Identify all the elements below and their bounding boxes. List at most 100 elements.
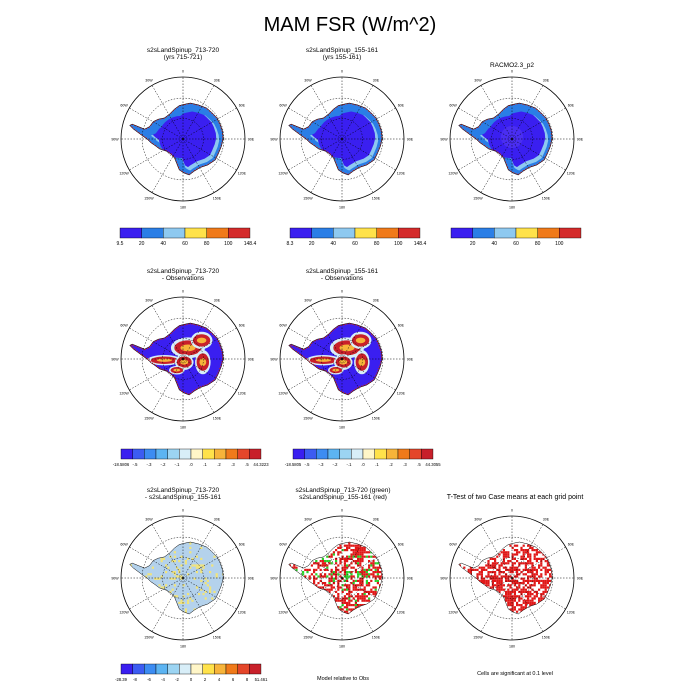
grid-cell — [343, 544, 346, 547]
grid-cell — [500, 588, 503, 591]
grid-cell — [524, 584, 527, 587]
grid-cell — [335, 557, 338, 560]
grid-cell — [368, 555, 371, 558]
grid-cell — [487, 564, 490, 567]
grid-cell — [315, 577, 318, 580]
grid-cell — [359, 546, 362, 549]
grid-cell — [354, 549, 357, 552]
grid-cell — [348, 601, 351, 604]
colorbar-tick-label: 100 — [224, 241, 233, 247]
grid-cell — [467, 568, 470, 571]
grid-cell — [332, 586, 335, 589]
grid-cell — [165, 571, 168, 574]
colorbar-swatch — [515, 227, 538, 239]
grid-cell — [158, 577, 161, 580]
lon-label: 150W — [144, 416, 154, 420]
grid-cell — [306, 571, 309, 574]
grid-cell — [527, 544, 530, 547]
grid-cell — [505, 555, 508, 558]
lon-label: 60E — [398, 324, 405, 328]
grid-cell — [513, 599, 516, 602]
grid-cell — [346, 546, 349, 549]
grid-cell — [182, 584, 185, 587]
grid-cell — [535, 571, 538, 574]
colorbar-swatch — [119, 227, 142, 239]
meridian-line — [182, 577, 215, 632]
colorbar-swatch — [179, 663, 192, 675]
grid-cell — [376, 573, 379, 576]
panel-title-line2: (yrs 155-161) — [322, 54, 362, 61]
grid-cell — [518, 595, 521, 598]
panel-title-line1: RACMO2.3_p2 — [489, 62, 535, 69]
colorbar-tick-label: 80 — [374, 241, 380, 247]
grid-cell — [522, 557, 525, 560]
meridian-line — [511, 546, 566, 579]
grid-cell — [522, 562, 525, 565]
grid-cell — [513, 582, 516, 585]
grid-cell — [511, 599, 514, 602]
lat-circle — [470, 97, 554, 181]
grid-cell — [531, 562, 534, 565]
lon-label: 90W — [270, 358, 278, 362]
grid-cell — [509, 590, 512, 593]
grid-cell — [531, 573, 534, 576]
grid-cell — [529, 584, 532, 587]
grid-cell — [348, 586, 351, 589]
grid-cell — [354, 604, 357, 607]
grid-cell — [498, 571, 501, 574]
grid-cell — [524, 588, 527, 591]
grid-cell — [339, 575, 342, 578]
grid-cell — [507, 590, 510, 593]
grid-cell — [544, 586, 547, 589]
note-model-relative: Model relative to Obs — [317, 676, 369, 682]
lon-label: 60E — [239, 324, 246, 328]
grid-cell — [313, 582, 316, 585]
grid-cell — [538, 551, 541, 554]
grid-cell — [511, 604, 514, 607]
anomaly-core — [156, 358, 172, 362]
coastline — [288, 102, 383, 176]
grid-cell — [359, 553, 362, 556]
grid-cell — [487, 571, 490, 574]
lon-label: 30E — [543, 79, 550, 83]
grid-cell — [494, 584, 497, 587]
grid-cell — [171, 577, 174, 580]
grid-cell — [357, 575, 360, 578]
meridian-line — [458, 546, 513, 579]
grid-cell — [365, 584, 368, 587]
grid-cell — [368, 590, 371, 593]
lon-label: 60W — [279, 543, 287, 547]
grid-cell — [522, 606, 525, 609]
colorbar-tick-label: 148.4 — [244, 241, 257, 247]
anomaly-core — [358, 358, 366, 367]
anomaly-core — [199, 358, 207, 367]
grid-cell — [337, 599, 340, 602]
meridian-line — [129, 138, 184, 171]
grid-cell — [516, 588, 519, 591]
grid-cell — [313, 571, 316, 574]
grid-cell — [505, 593, 508, 596]
grid-cell — [154, 577, 157, 580]
grid-cell — [357, 560, 360, 563]
grid-cell — [167, 566, 170, 569]
grid-cell — [319, 586, 322, 589]
lon-label: 90W — [440, 577, 448, 581]
lon-label: 120E — [397, 611, 406, 615]
grid-cell — [533, 553, 536, 556]
lon-label: 150E — [213, 196, 222, 200]
grid-cell — [324, 562, 327, 565]
lon-label: 150E — [213, 416, 222, 420]
panel-title-line2: - Observations — [161, 275, 205, 282]
grid-cell — [350, 582, 353, 585]
grid-cell — [527, 555, 530, 558]
grid-cell — [549, 573, 552, 576]
grid-cell — [485, 579, 488, 582]
grid-cell — [348, 597, 351, 600]
grid-cell — [324, 584, 327, 587]
grid-cell — [524, 579, 527, 582]
grid-cell — [483, 568, 486, 571]
grid-cell — [498, 584, 501, 587]
grid-cell — [533, 568, 536, 571]
colorbar-tick-label: 100 — [394, 241, 403, 247]
panel-title-line1: s2sLandSpinup_713-720 — [146, 487, 220, 494]
